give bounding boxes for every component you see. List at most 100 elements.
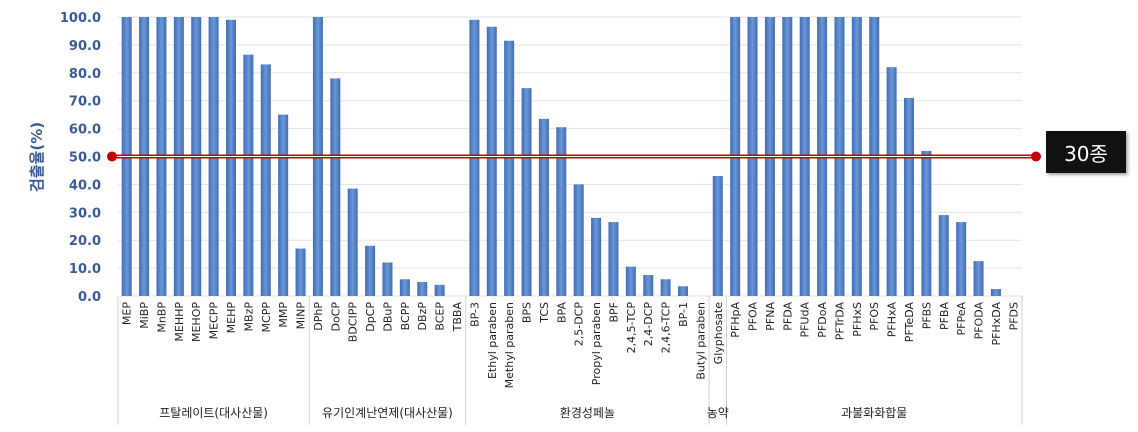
x-tick-label: TBBA [451, 302, 464, 333]
x-tick-label: PFBA [938, 302, 951, 331]
x-tick-label: MMP [277, 302, 290, 328]
x-tick-label: MiBP [138, 302, 151, 329]
x-tick-label: DpCP [364, 302, 377, 332]
bar [347, 188, 358, 296]
x-tick-label: DPhP [312, 302, 325, 331]
y-tick-label: 90.0 [69, 39, 101, 54]
group-axis: 프탈레이트(대사산물) 유기인계난연제(대사산물) 환경성페놀 농약 과불화화합물 [117, 296, 1023, 425]
x-tick-label: PFHxDA [990, 302, 1003, 346]
y-tick-label: 50.0 [69, 151, 101, 166]
x-tick-label: BPA [555, 302, 568, 323]
bar [990, 289, 1001, 296]
x-tick-label: 2,4,5-TCP [625, 302, 638, 354]
x-tick-label: BPS [521, 302, 534, 323]
group-label: 환경성페놀 [560, 406, 615, 420]
reference-line [107, 151, 1041, 162]
y-tick-label: 10.0 [69, 262, 101, 277]
x-tick-label: MECPP [208, 302, 221, 340]
bar [956, 222, 967, 296]
x-tick-label: PFHxA [886, 302, 899, 338]
x-tick-label: BDCIPP [347, 302, 360, 343]
reference-badge-label: 30종 [1064, 141, 1108, 166]
x-tick-label: MEHP [225, 302, 238, 334]
bar [678, 286, 688, 296]
bar [330, 78, 341, 296]
x-tick-label: PFHpA [729, 302, 742, 338]
bar [712, 176, 723, 296]
bar [434, 284, 445, 296]
bar [921, 150, 932, 296]
bar [538, 118, 549, 297]
bar [573, 184, 584, 296]
group-label: 농약 [707, 405, 729, 420]
x-tick-label: PFDS [1007, 302, 1020, 330]
y-tick-label: 60.0 [69, 123, 101, 138]
x-tick-label: MEHOP [190, 302, 203, 342]
x-tick-label: DBuP [381, 302, 394, 332]
x-tick-label: PFUdA [799, 302, 812, 338]
bar [904, 97, 914, 296]
x-axis-ticks: MEP MiBP MnBP MEHHP MEHOP MECPP MEHP MBzP MCPP MM… [121, 302, 1021, 389]
x-tick-label: BCPP [399, 302, 412, 331]
reference-line-end-dot [1031, 151, 1041, 162]
y-tick-label: 80.0 [69, 67, 101, 82]
x-tick-label: Glyphosate [712, 302, 725, 365]
x-tick-label: Butyl paraben [694, 302, 707, 380]
bar [643, 275, 654, 296]
reference-line-start-dot [107, 151, 117, 162]
x-tick-label: TCS [538, 302, 551, 324]
y-tick-label: 40.0 [69, 178, 101, 193]
group-label: 유기인계난연제(대사산물) [322, 406, 453, 420]
x-tick-label: PFDoA [816, 302, 829, 338]
x-tick-label: DBzP [416, 302, 429, 331]
bar [243, 54, 254, 296]
x-tick-label: Propyl paraben [590, 302, 603, 385]
bar [295, 248, 306, 296]
x-tick-label: MnBP [155, 302, 168, 333]
x-tick-label: PFOS [868, 302, 881, 331]
x-tick-label: Methyl paraben [503, 302, 516, 388]
x-tick-label: 2,4-DCP [642, 302, 655, 347]
bar [504, 40, 515, 297]
group-label: 프탈레이트(대사산물) [159, 406, 268, 420]
y-tick-label: 70.0 [69, 95, 101, 110]
bar [625, 266, 636, 296]
x-tick-label: 2,5-DCP [573, 302, 586, 347]
x-tick-label: PFDA [781, 302, 794, 331]
x-tick-label: BP-3 [468, 302, 481, 327]
x-tick-label: PFTrDA [833, 302, 846, 341]
x-tick-label: PFBS [920, 302, 933, 329]
bar [278, 114, 289, 297]
x-tick-label: PFPeA [955, 302, 968, 336]
y-tick-label: 0.0 [78, 290, 101, 305]
bar [365, 245, 376, 296]
bar [382, 262, 393, 296]
x-tick-label: MBzP [242, 302, 255, 332]
x-tick-label: PFHxS [851, 302, 864, 337]
x-tick-label: BCEP [434, 302, 447, 331]
bar [973, 261, 984, 296]
x-tick-label: BPF [607, 302, 620, 323]
bar [556, 127, 567, 296]
y-axis-label: 검출율(%) [28, 122, 46, 192]
x-tick-label: 2,4,6-TCP [660, 302, 673, 354]
x-tick-label: BP-1 [677, 302, 690, 327]
bar [486, 26, 497, 296]
bar [886, 67, 897, 296]
bar [521, 88, 532, 297]
y-tick-label: 100.0 [60, 11, 101, 26]
y-tick-label: 20.0 [69, 234, 101, 249]
x-tick-label: PFNA [764, 302, 777, 331]
bar [260, 64, 271, 297]
bar [591, 217, 602, 296]
x-tick-label: MEP [121, 302, 134, 325]
x-tick-label: MCPP [260, 302, 273, 333]
bar [938, 215, 949, 296]
bar [417, 282, 428, 296]
bar [399, 279, 410, 296]
bar [660, 279, 671, 296]
x-tick-label: PFOA [747, 302, 760, 331]
y-axis-ticks: 0.0 10.0 20.0 30.0 40.0 50.0 60.0 70.0 80.0 90.0 1… [60, 11, 101, 305]
x-tick-label: PFODA [973, 302, 986, 340]
